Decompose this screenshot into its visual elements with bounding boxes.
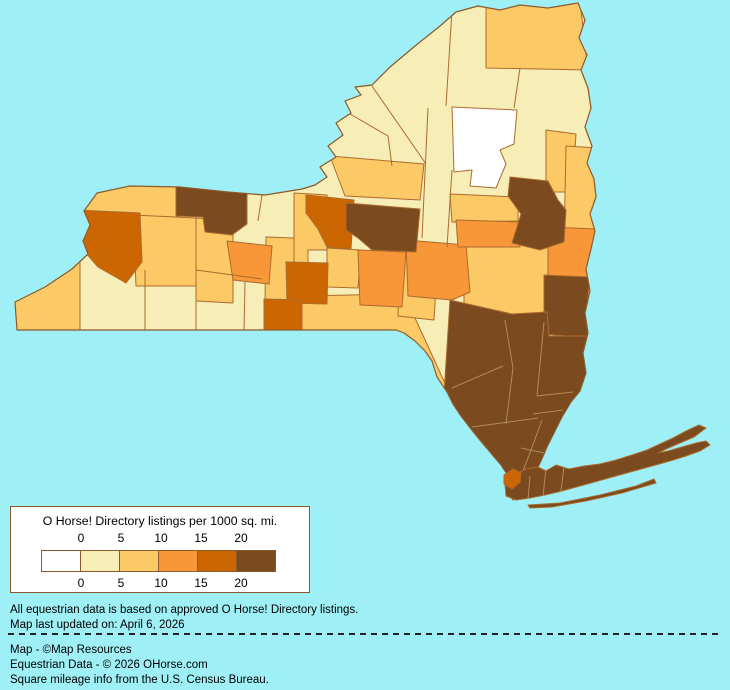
- county-region: [329, 155, 425, 201]
- legend-swatch: [119, 550, 159, 572]
- county-region: [449, 193, 519, 223]
- legend-bottom-label: 5: [117, 576, 125, 590]
- legend-bottom-label: 20: [234, 576, 248, 590]
- county-region: [226, 240, 273, 285]
- dashed-divider: [8, 633, 720, 635]
- county-border-line: [527, 475, 531, 500]
- legend-bottom-label: 0: [77, 576, 85, 590]
- county-region: [357, 249, 407, 308]
- county-border-line: [532, 409, 564, 415]
- state-outline: [14, 2, 597, 501]
- county-region: [345, 202, 421, 253]
- legend-title: O Horse! Directory listings per 1000 sq.…: [42, 514, 278, 528]
- county-region: [132, 214, 197, 287]
- legend-box: O Horse! Directory listings per 1000 sq.…: [10, 506, 310, 593]
- county-border-line: [513, 67, 521, 109]
- county-border-line: [536, 391, 574, 397]
- legend-top-label: 20: [234, 531, 248, 545]
- legend-swatch: [41, 550, 81, 572]
- county-border-line: [536, 321, 545, 397]
- county-region: [485, 3, 589, 71]
- legend-swatch: [236, 550, 276, 572]
- map-credit: Map - ©Map Resources: [10, 644, 132, 656]
- legend-bottom-label: 15: [194, 576, 208, 590]
- legend-swatch: [197, 550, 237, 572]
- county-border-line: [446, 169, 453, 248]
- county-border-line: [520, 447, 545, 454]
- county-border-line: [445, 9, 453, 107]
- county-border-line: [349, 113, 393, 167]
- long-island-region: [504, 424, 711, 501]
- county-region: [326, 247, 362, 289]
- county-region: [405, 239, 471, 301]
- census-credit: Square mileage info from the U.S. Census…: [10, 674, 269, 686]
- county-border-line: [257, 194, 263, 222]
- county-border-line: [421, 107, 429, 239]
- county-border-line: [243, 281, 246, 332]
- county-border-line: [371, 85, 427, 165]
- county-region: [263, 298, 303, 333]
- data-credit: Equestrian Data - © 2026 OHorse.com: [10, 659, 208, 671]
- legend-color-scale: [41, 550, 276, 572]
- data-source-note: All equestrian data is based on approved…: [10, 604, 359, 616]
- county-region: [543, 274, 591, 339]
- county-region: [285, 261, 329, 305]
- county-region: [455, 219, 521, 248]
- legend-top-label: 0: [77, 531, 85, 545]
- county-region: [305, 194, 355, 250]
- county-border-line: [195, 269, 263, 280]
- legend-top-label: 5: [117, 531, 125, 545]
- barrier-island-region: [527, 478, 657, 509]
- legend-bottom-label: 10: [154, 576, 168, 590]
- legend-top-label: 15: [194, 531, 208, 545]
- county-border-line: [504, 319, 514, 425]
- legend-swatch: [80, 550, 120, 572]
- last-updated-note: Map last updated on: April 6, 2026: [10, 619, 185, 631]
- staten-island-region: [503, 468, 522, 490]
- county-border-line: [560, 466, 565, 492]
- county-border-line: [471, 417, 539, 428]
- legend-swatch: [158, 550, 198, 572]
- legend-top-label: 10: [154, 531, 168, 545]
- county-region: [15, 261, 81, 333]
- county-border-line: [542, 468, 547, 497]
- county-border-line: [451, 365, 504, 389]
- county-region: [507, 176, 567, 251]
- county-region: [451, 106, 518, 189]
